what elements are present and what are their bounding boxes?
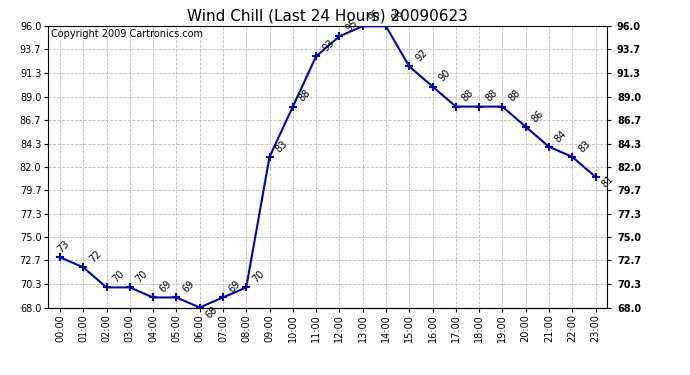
Text: 88: 88 (297, 88, 313, 104)
Text: Copyright 2009 Cartronics.com: Copyright 2009 Cartronics.com (51, 29, 203, 39)
Text: 84: 84 (553, 128, 569, 144)
Text: 69: 69 (181, 279, 196, 295)
Text: 81: 81 (600, 174, 615, 189)
Text: 95: 95 (344, 18, 359, 33)
Text: 70: 70 (134, 269, 150, 285)
Text: 90: 90 (437, 68, 453, 84)
Title: Wind Chill (Last 24 Hours) 20090623: Wind Chill (Last 24 Hours) 20090623 (187, 9, 469, 24)
Text: 83: 83 (274, 138, 289, 154)
Text: 86: 86 (530, 108, 546, 124)
Text: 96: 96 (367, 8, 382, 24)
Text: 69: 69 (227, 279, 243, 295)
Text: 72: 72 (88, 249, 103, 264)
Text: 70: 70 (250, 269, 266, 285)
Text: 88: 88 (460, 88, 475, 104)
Text: 93: 93 (320, 38, 336, 54)
Text: 88: 88 (483, 88, 499, 104)
Text: 73: 73 (56, 238, 72, 255)
Text: 68: 68 (204, 304, 219, 320)
Text: 70: 70 (110, 269, 126, 285)
Text: 88: 88 (506, 88, 522, 104)
Text: 69: 69 (157, 279, 173, 295)
Text: 92: 92 (413, 48, 429, 64)
Text: 83: 83 (576, 138, 592, 154)
Text: 96: 96 (390, 8, 406, 24)
